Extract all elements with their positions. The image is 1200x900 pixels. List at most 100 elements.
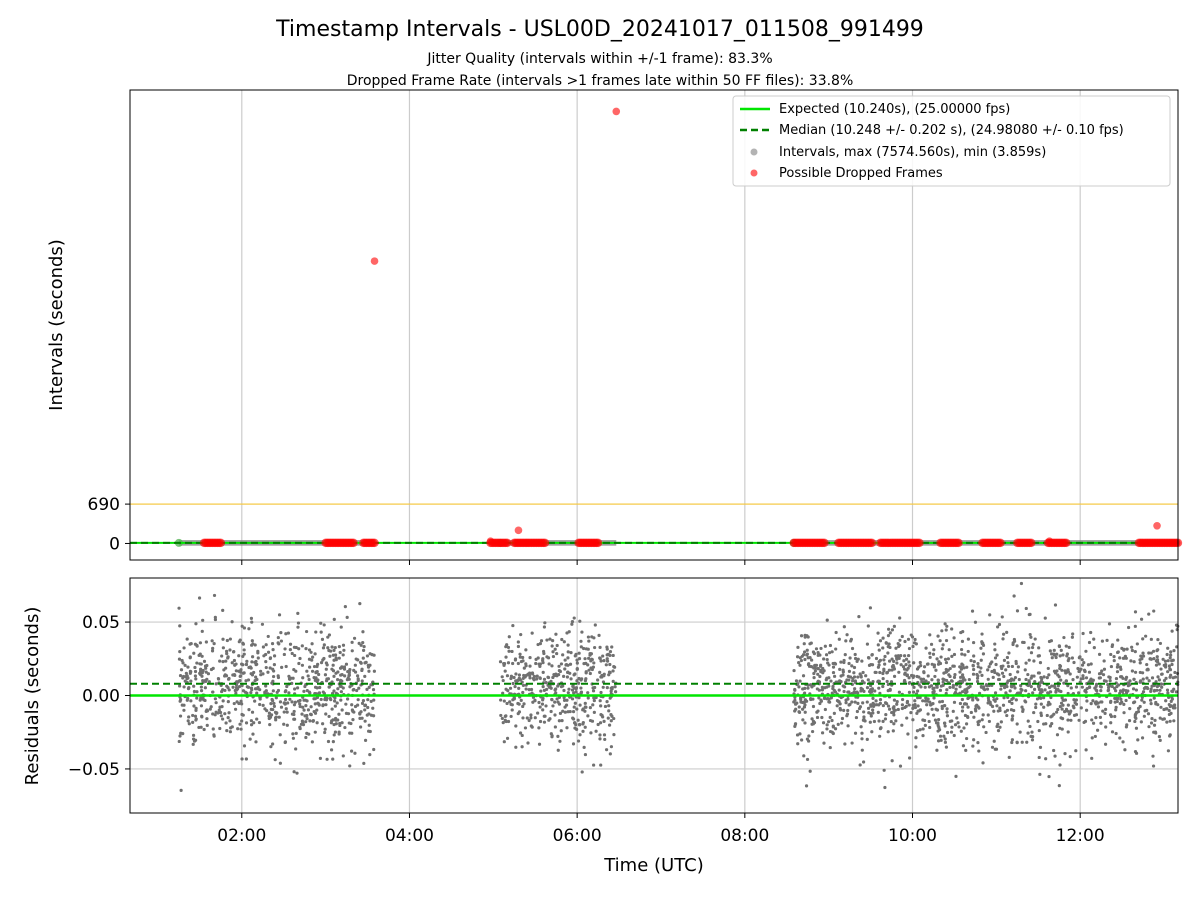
residual-point (963, 688, 967, 692)
residual-point (936, 634, 940, 638)
residual-point (1005, 655, 1009, 660)
residual-point (813, 666, 817, 670)
residual-point (1079, 677, 1083, 681)
residual-point (798, 656, 802, 660)
residual-point (208, 707, 212, 711)
residual-point (245, 659, 249, 663)
residual-point (918, 728, 922, 732)
residual-point (850, 700, 854, 704)
residual-point (1099, 671, 1103, 675)
residual-point (950, 679, 954, 683)
residual-point (291, 732, 295, 736)
residual-point (1049, 652, 1054, 656)
intervals-y-tick-label-1: 690 (88, 495, 120, 515)
residual-point (916, 696, 920, 700)
residual-point (944, 628, 948, 632)
residual-point (827, 700, 831, 704)
residual-point (921, 699, 925, 703)
residual-point (979, 685, 984, 689)
residual-point (1057, 644, 1061, 648)
residual-point (840, 721, 844, 725)
residual-point (1134, 726, 1139, 730)
residual-point (1099, 689, 1103, 693)
residual-point (1015, 722, 1019, 726)
residual-point (1152, 696, 1156, 700)
residual-point (224, 659, 228, 663)
residual-point (1055, 669, 1059, 673)
residual-point (1134, 688, 1138, 692)
residual-point (1098, 676, 1102, 680)
residual-point (1089, 662, 1093, 666)
residual-point (232, 650, 236, 654)
residual-point (206, 672, 211, 676)
residual-point (802, 705, 807, 709)
residual-point (1058, 704, 1062, 709)
residual-point (557, 664, 561, 668)
residual-point (1015, 609, 1020, 613)
residual-point (1115, 670, 1120, 674)
residual-point (237, 640, 241, 644)
residual-point (976, 665, 980, 669)
residual-point (977, 749, 981, 753)
residual-point (869, 689, 873, 693)
residual-point (1066, 703, 1070, 707)
residual-point (280, 665, 284, 669)
residual-point (981, 652, 986, 656)
residual-point (1124, 725, 1128, 729)
residual-point (258, 697, 262, 701)
residual-point (878, 691, 882, 695)
residual-point (835, 704, 839, 708)
residual-point (830, 650, 834, 654)
residual-point (992, 739, 996, 743)
residual-point (603, 737, 607, 742)
residual-point (830, 718, 834, 723)
residual-point (888, 645, 892, 650)
residual-point (1166, 670, 1170, 674)
residual-point (534, 657, 538, 661)
residual-point (842, 660, 846, 665)
residual-point (1162, 707, 1166, 712)
residual-point (832, 674, 837, 678)
residual-point (309, 650, 313, 654)
residual-point (232, 701, 236, 706)
residual-point (361, 656, 365, 660)
residual-point (966, 649, 970, 654)
residual-point (844, 701, 848, 705)
residual-point (1118, 656, 1122, 660)
residual-point (813, 663, 817, 667)
residual-point (842, 708, 846, 712)
residual-point (891, 706, 895, 710)
residual-point (587, 639, 591, 643)
residual-point (1155, 655, 1159, 659)
residual-point (1142, 686, 1146, 691)
residual-point (178, 684, 182, 688)
residual-point (272, 701, 276, 706)
residual-point (876, 665, 881, 669)
residual-point (1080, 685, 1084, 689)
residual-point (878, 670, 882, 675)
residual-point (1012, 594, 1016, 598)
residual-point (1038, 661, 1043, 665)
residual-point (178, 650, 182, 654)
residual-point (936, 739, 941, 743)
residual-point (300, 712, 304, 716)
residual-point (911, 674, 915, 678)
residual-point (549, 709, 553, 714)
residual-point (1162, 678, 1167, 683)
residual-point (928, 651, 932, 655)
residual-point (197, 596, 202, 600)
residual-point (802, 642, 806, 646)
residual-point (946, 668, 950, 672)
residual-point (544, 704, 548, 708)
residual-point (1060, 696, 1064, 700)
residual-point (1114, 705, 1118, 709)
residual-point (353, 704, 358, 709)
residual-point (312, 709, 316, 714)
residual-point (1127, 625, 1131, 630)
residual-point (855, 709, 859, 714)
residual-point (575, 727, 579, 731)
residual-point (256, 685, 260, 690)
residual-point (837, 688, 841, 692)
residual-point (1073, 701, 1077, 705)
